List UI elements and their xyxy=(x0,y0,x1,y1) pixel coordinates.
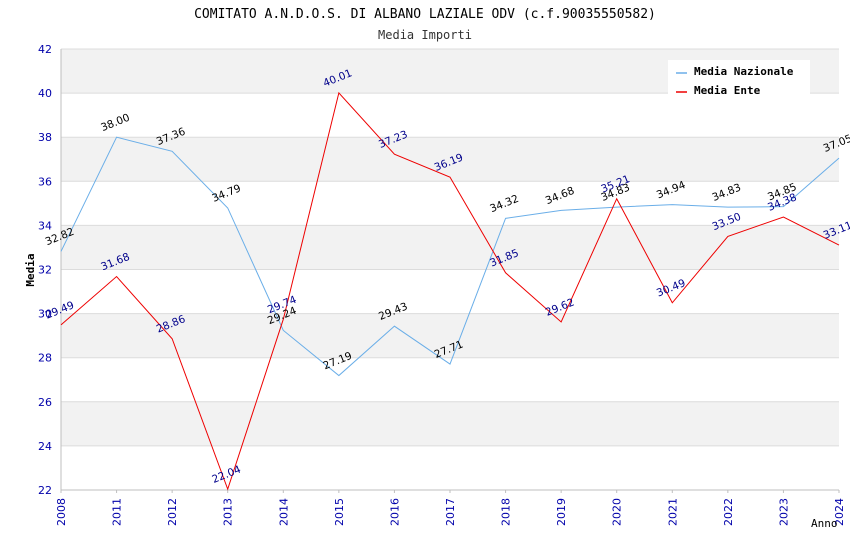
legend-label-nazionale: Media Nazionale xyxy=(694,65,794,78)
chart-subtitle: Media Importi xyxy=(378,28,472,42)
y-tick-label: 22 xyxy=(38,484,52,497)
x-tick-label: 2023 xyxy=(777,498,790,526)
legend-box xyxy=(668,60,810,100)
y-tick-label: 34 xyxy=(38,219,52,232)
legend: Media Nazionale Media Ente xyxy=(668,60,810,100)
y-axis-label: Media xyxy=(24,253,37,286)
x-tick-label: 2017 xyxy=(444,498,457,526)
x-tick-label: 2011 xyxy=(111,498,124,526)
y-tick-label: 28 xyxy=(38,352,52,365)
x-tick-label: 2021 xyxy=(666,498,679,526)
band xyxy=(61,357,839,402)
chart-title: COMITATO A.N.D.O.S. DI ALBANO LAZIALE OD… xyxy=(194,7,656,22)
y-tick-label: 40 xyxy=(38,87,52,100)
x-tick-label: 2012 xyxy=(166,498,179,526)
band xyxy=(61,445,839,490)
x-axis-label: Anno xyxy=(811,517,838,530)
x-tick-labels: 2008 2011 2012 2013 2014 2015 2016 2017 2018 2019… xyxy=(55,498,846,526)
band xyxy=(61,225,839,270)
plot-background-bands xyxy=(61,49,839,490)
x-tick-label: 2008 xyxy=(55,498,68,526)
legend-label-ente: Media Ente xyxy=(694,84,761,97)
x-tick-label: 2020 xyxy=(611,498,624,526)
x-tick-label: 2018 xyxy=(500,498,513,526)
x-tick-label: 2022 xyxy=(722,498,735,526)
y-tick-label: 36 xyxy=(38,175,52,188)
x-tick-label: 2013 xyxy=(222,498,235,526)
x-tick-label: 2019 xyxy=(555,498,568,526)
band xyxy=(61,137,839,182)
band xyxy=(61,401,839,446)
x-tick-label: 2015 xyxy=(333,498,346,526)
y-tick-label: 24 xyxy=(38,440,52,453)
y-tick-labels: 22 24 26 28 30 32 34 36 38 40 42 xyxy=(38,43,52,497)
series-lines xyxy=(60,91,840,491)
y-tick-label: 42 xyxy=(38,43,52,56)
series-line-media-ente xyxy=(60,91,840,491)
band xyxy=(61,93,839,138)
y-tick-label: 30 xyxy=(38,308,52,321)
y-tick-label: 38 xyxy=(38,131,52,144)
y-tick-label: 26 xyxy=(38,396,52,409)
x-tick-label: 2024 xyxy=(833,498,846,526)
axes xyxy=(60,49,840,493)
x-tick-label: 2016 xyxy=(388,498,401,526)
band xyxy=(61,313,839,358)
band xyxy=(61,269,839,314)
y-tick-label: 32 xyxy=(38,264,52,277)
series-line-media-nazionale xyxy=(60,136,840,377)
x-tick-label: 2014 xyxy=(277,498,290,526)
band xyxy=(61,181,839,226)
